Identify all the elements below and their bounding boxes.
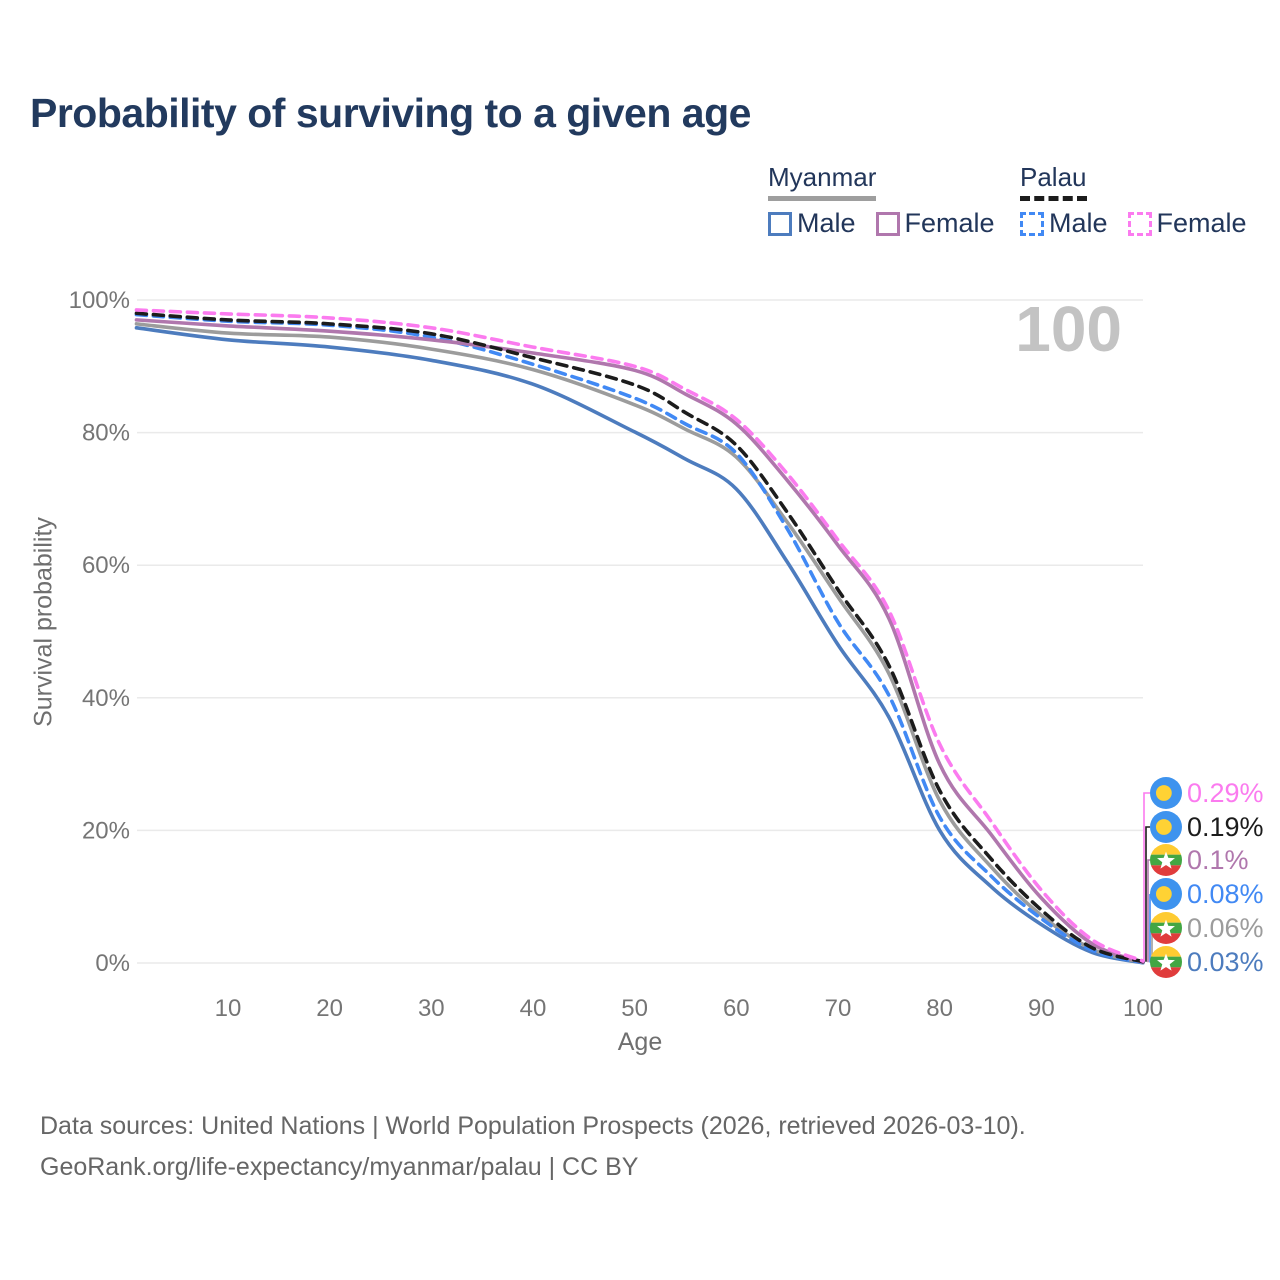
series-line-palau	[134, 311, 1145, 964]
legend-item-label: Female	[1156, 208, 1247, 238]
end-label-value: 0.08%	[1187, 878, 1264, 909]
y-tick-label: 60%	[82, 552, 130, 579]
myanmar-flag-icon	[1150, 946, 1182, 978]
myanmar-male-swatch-icon	[768, 211, 792, 236]
legend-country-myanmar: Myanmar	[768, 162, 877, 201]
x-tick-label: 90	[1028, 995, 1055, 1022]
legend-item-label: Male	[797, 208, 856, 238]
palau-flag-icon	[1150, 878, 1182, 910]
y-tick-label: 80%	[82, 420, 130, 447]
footer: Data sources: United Nations | World Pop…	[40, 1106, 1026, 1188]
end-label-myanmar-male: 0.03%	[1150, 945, 1264, 979]
legend-group-myanmar: Myanmar Male Female	[768, 162, 995, 239]
x-tick-label: 80	[926, 995, 953, 1022]
end-label-value: 0.19%	[1187, 811, 1264, 842]
end-label-myanmar: 0.06%	[1150, 911, 1264, 945]
end-label-value: 0.03%	[1187, 946, 1264, 977]
x-tick-label: 70	[825, 995, 852, 1022]
end-label-value: 0.29%	[1187, 777, 1264, 808]
legend-group-palau: Palau Male Female	[1020, 162, 1247, 239]
end-label-palau: 0.19%	[1150, 810, 1264, 844]
legend-item-label: Male	[1049, 208, 1108, 238]
end-label-palau-female: 0.29%	[1150, 776, 1264, 810]
palau-flag-icon	[1150, 777, 1182, 809]
end-label-value: 0.06%	[1187, 912, 1264, 943]
x-tick-label: 40	[520, 995, 547, 1022]
page-title: Probability of surviving to a given age	[30, 90, 751, 136]
x-tick-label: 30	[418, 995, 445, 1022]
x-axis-title-text: Age	[617, 1028, 663, 1056]
legend-country-palau: Palau	[1020, 162, 1087, 201]
end-label-connector	[1147, 859, 1150, 963]
legend-item-myanmar-male[interactable]: Male	[768, 208, 856, 239]
series-line-palau-female	[134, 308, 1145, 963]
y-axis-title: Survival probability	[29, 517, 58, 727]
x-tick-label: 100	[1123, 995, 1163, 1022]
end-label-palau-male: 0.08%	[1150, 877, 1264, 911]
x-tick-label: 60	[723, 995, 750, 1022]
series-line-myanmar-female	[134, 318, 1145, 965]
legend-item-label: Female	[904, 208, 995, 238]
myanmar-female-swatch-icon	[875, 211, 900, 236]
x-tick-label: 20	[316, 995, 343, 1022]
x-tick-label: 50	[621, 995, 648, 1022]
palau-female-swatch-icon	[1127, 211, 1152, 236]
footer-attribution: GeoRank.org/life-expectancy/myanmar/pala…	[40, 1153, 639, 1181]
watermark-age-100: 100	[1015, 293, 1122, 365]
y-tick-label: 0%	[95, 950, 130, 977]
palau-flag-icon	[1150, 811, 1182, 843]
y-tick-label: 100%	[69, 287, 130, 314]
legend-item-palau-male[interactable]: Male	[1020, 208, 1108, 239]
end-label-connector	[1143, 792, 1150, 962]
y-tick-label: 40%	[82, 685, 130, 712]
series-line-myanmar	[134, 322, 1145, 965]
footer-data-sources: Data sources: United Nations | World Pop…	[40, 1112, 1026, 1140]
myanmar-flag-icon	[1150, 912, 1182, 944]
legend-item-palau-female[interactable]: Female	[1127, 208, 1247, 239]
palau-male-swatch-icon	[1020, 211, 1044, 236]
x-axis-title: Age	[0, 1028, 1280, 1057]
myanmar-flag-icon	[1150, 844, 1182, 876]
legend-item-myanmar-female[interactable]: Female	[875, 208, 995, 239]
end-label-connector	[1145, 826, 1150, 962]
end-label-myanmar-female: 0.1%	[1150, 843, 1249, 877]
y-tick-label: 20%	[82, 817, 130, 844]
end-label-value: 0.1%	[1187, 844, 1249, 875]
series-line-myanmar-male	[134, 326, 1145, 965]
x-tick-label: 10	[215, 995, 242, 1022]
